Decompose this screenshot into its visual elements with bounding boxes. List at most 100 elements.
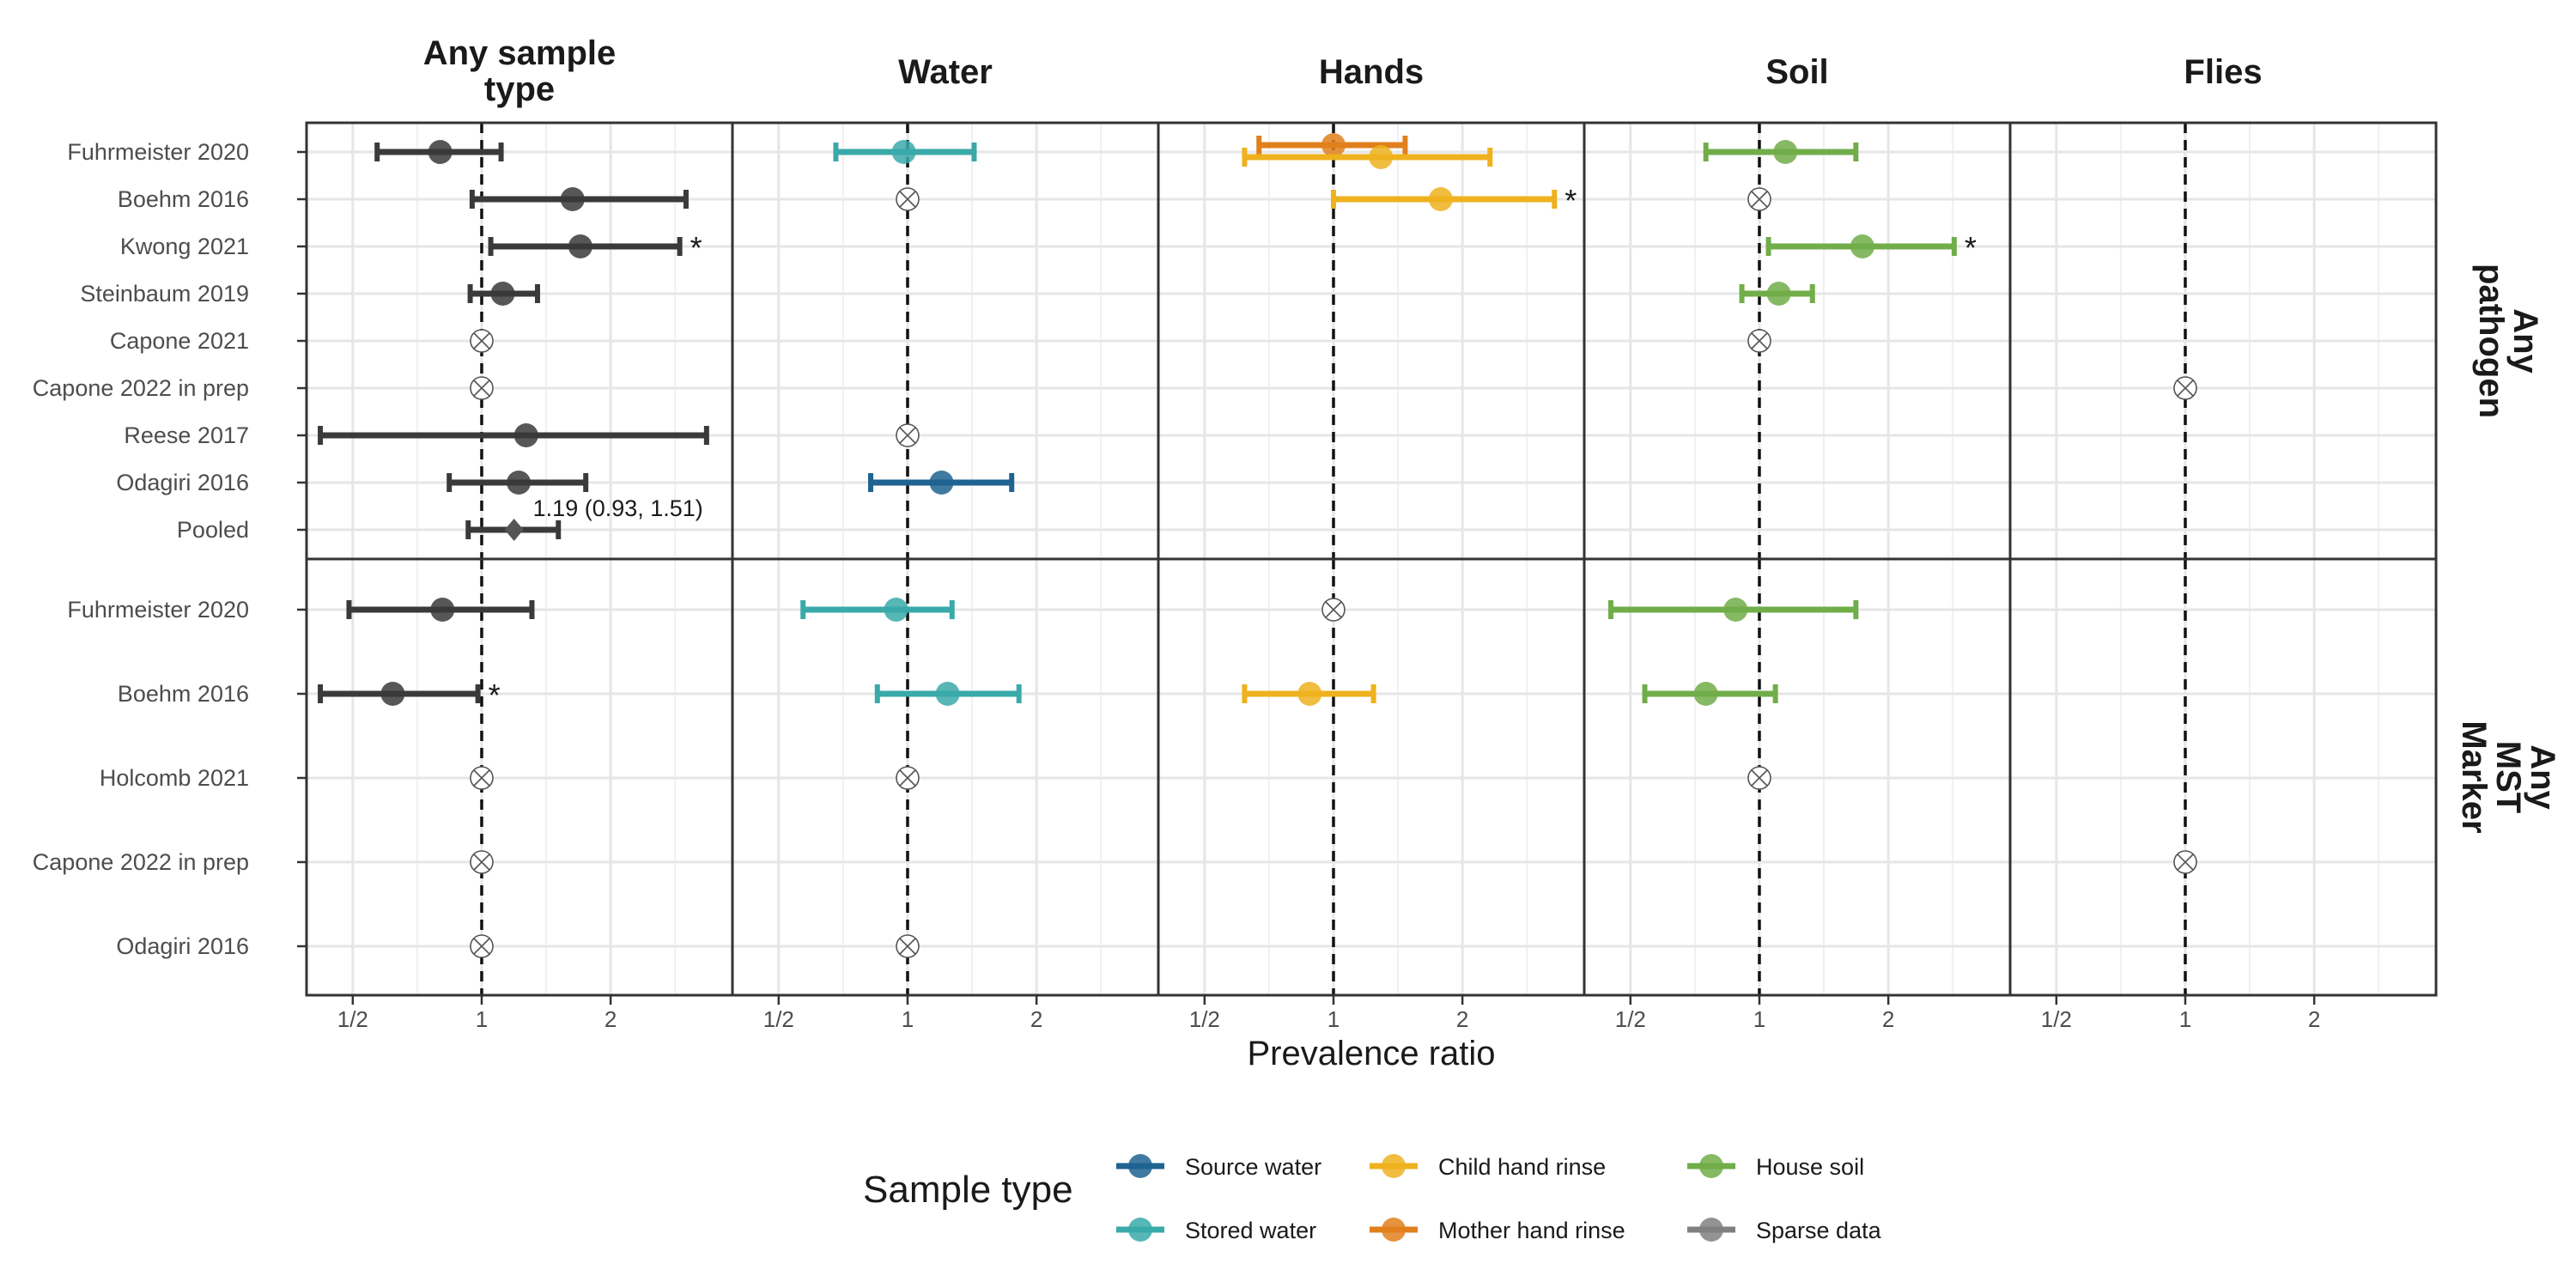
point-estimate [507, 471, 532, 495]
study-label: Boehm 2016 [118, 681, 249, 707]
x-tick-label: 1 [1753, 1006, 1765, 1032]
panel-border [2008, 557, 2438, 997]
legend-label: Child hand rinse [1438, 1154, 1606, 1180]
estimate-any [374, 140, 504, 164]
x-tick-label: 1 [1327, 1006, 1340, 1032]
study-label: Capone 2021 [110, 328, 249, 354]
estimate-child [1242, 145, 1493, 169]
legend-item-mother: Mother hand rinse [1370, 1218, 1625, 1243]
x-tick-label: 2 [605, 1006, 617, 1032]
sparse-marker-cross [899, 427, 916, 444]
sparse-data-marker [1747, 187, 1771, 211]
sparse-marker-cross [1325, 601, 1342, 618]
estimate-child: * [1330, 183, 1577, 218]
sparse-data-marker [896, 766, 920, 790]
legend-key-point [1128, 1218, 1152, 1242]
point-estimate [891, 140, 916, 164]
x-tick-label: 2 [1882, 1006, 1894, 1032]
x-tick-label: 2 [2308, 1006, 2320, 1032]
column-title: Any sample type [423, 34, 617, 108]
sparse-data-marker [470, 850, 494, 874]
legend-item-child: Child hand rinse [1370, 1154, 1606, 1180]
study-label: Capone 2022 in prep [33, 375, 249, 401]
point-estimate [929, 471, 954, 495]
x-axis-title: Prevalence ratio [1247, 1035, 1495, 1072]
point-estimate [560, 187, 585, 211]
estimate-any [467, 282, 540, 306]
row-strip-title-line: Any [2524, 744, 2561, 810]
sparse-data-marker [1747, 766, 1771, 790]
study-label: Capone 2022 in prep [33, 849, 249, 875]
sparse-data-marker [896, 187, 920, 211]
study-label: Odagiri 2016 [116, 933, 249, 959]
study-label: Boehm 2016 [118, 186, 249, 212]
estimate-any: * [488, 230, 702, 265]
estimate-any [346, 598, 535, 622]
point-estimate [513, 423, 538, 447]
legend-title: Sample type [863, 1169, 1073, 1211]
sparse-data-marker [896, 934, 920, 958]
sparse-marker-cross [473, 769, 490, 787]
significance-star: * [1564, 183, 1577, 218]
sparse-marker-cross [473, 938, 490, 955]
sparse-marker-cross [899, 769, 916, 787]
sparse-data-marker [470, 766, 494, 790]
row-strip-title: AnyMSTMarker [2455, 720, 2561, 833]
point-estimate [490, 282, 515, 306]
estimate-pooled: 1.19 (0.93, 1.51) [465, 495, 703, 541]
study-label: Steinbaum 2019 [80, 281, 249, 307]
estimate-stored [800, 598, 955, 622]
point-estimate [1369, 145, 1394, 169]
point-estimate [1723, 598, 1748, 622]
estimate-soil [1703, 140, 1859, 164]
estimate-soil: * [1765, 230, 1977, 265]
point-estimate [1773, 140, 1798, 164]
estimate-soil [1739, 282, 1815, 306]
estimate-any [469, 187, 689, 211]
row-strip-title-line: Any [2506, 308, 2544, 374]
estimate-mother [1256, 133, 1408, 157]
point-estimate [380, 682, 405, 706]
legend-item-source: Source water [1116, 1154, 1321, 1180]
point-estimate [1850, 234, 1874, 258]
pooled-estimate-label: 1.19 (0.93, 1.51) [533, 495, 703, 521]
x-tick-label: 1 [476, 1006, 488, 1032]
legend-label: Source water [1185, 1154, 1321, 1180]
column-title: Flies [2184, 53, 2262, 91]
column-title: Soil [1765, 53, 1828, 91]
point-estimate [1297, 682, 1322, 706]
point-estimate [430, 598, 455, 622]
x-tick-label: 1/2 [1189, 1006, 1220, 1032]
x-tick-label: 1/2 [337, 1006, 368, 1032]
legend-item-stored: Stored water [1116, 1218, 1316, 1243]
x-tick-label: 1 [2179, 1006, 2191, 1032]
sparse-data-marker [2173, 376, 2197, 400]
sparse-data-marker [1747, 329, 1771, 353]
row-strip-title-line: MST [2489, 741, 2527, 813]
sparse-marker-cross [899, 191, 916, 208]
significance-star: * [1965, 230, 1977, 265]
sparse-marker-cross [473, 332, 490, 349]
estimate-child [1242, 682, 1376, 706]
point-estimate [935, 682, 960, 706]
legend-label: Stored water [1185, 1218, 1316, 1243]
estimate-soil [1642, 682, 1778, 706]
column-title: Water [898, 53, 993, 91]
study-label: Kwong 2021 [120, 234, 249, 259]
estimate-stored [874, 682, 1022, 706]
legend-item-sparse: Sparse data [1687, 1218, 1882, 1243]
pooled-diamond [504, 519, 524, 541]
sparse-data-marker [470, 934, 494, 958]
sparse-data-marker [470, 376, 494, 400]
point-estimate [1693, 682, 1718, 706]
x-tick-label: 2 [1456, 1006, 1468, 1032]
legend-key-point [1699, 1218, 1723, 1242]
sparse-marker-cross [473, 380, 490, 397]
column-title-line: Any sample [423, 34, 617, 72]
legend-key-point [1382, 1154, 1406, 1178]
study-label: Fuhrmeister 2020 [67, 139, 249, 165]
study-label: Holcomb 2021 [100, 765, 249, 791]
legend-label: House soil [1756, 1154, 1864, 1180]
